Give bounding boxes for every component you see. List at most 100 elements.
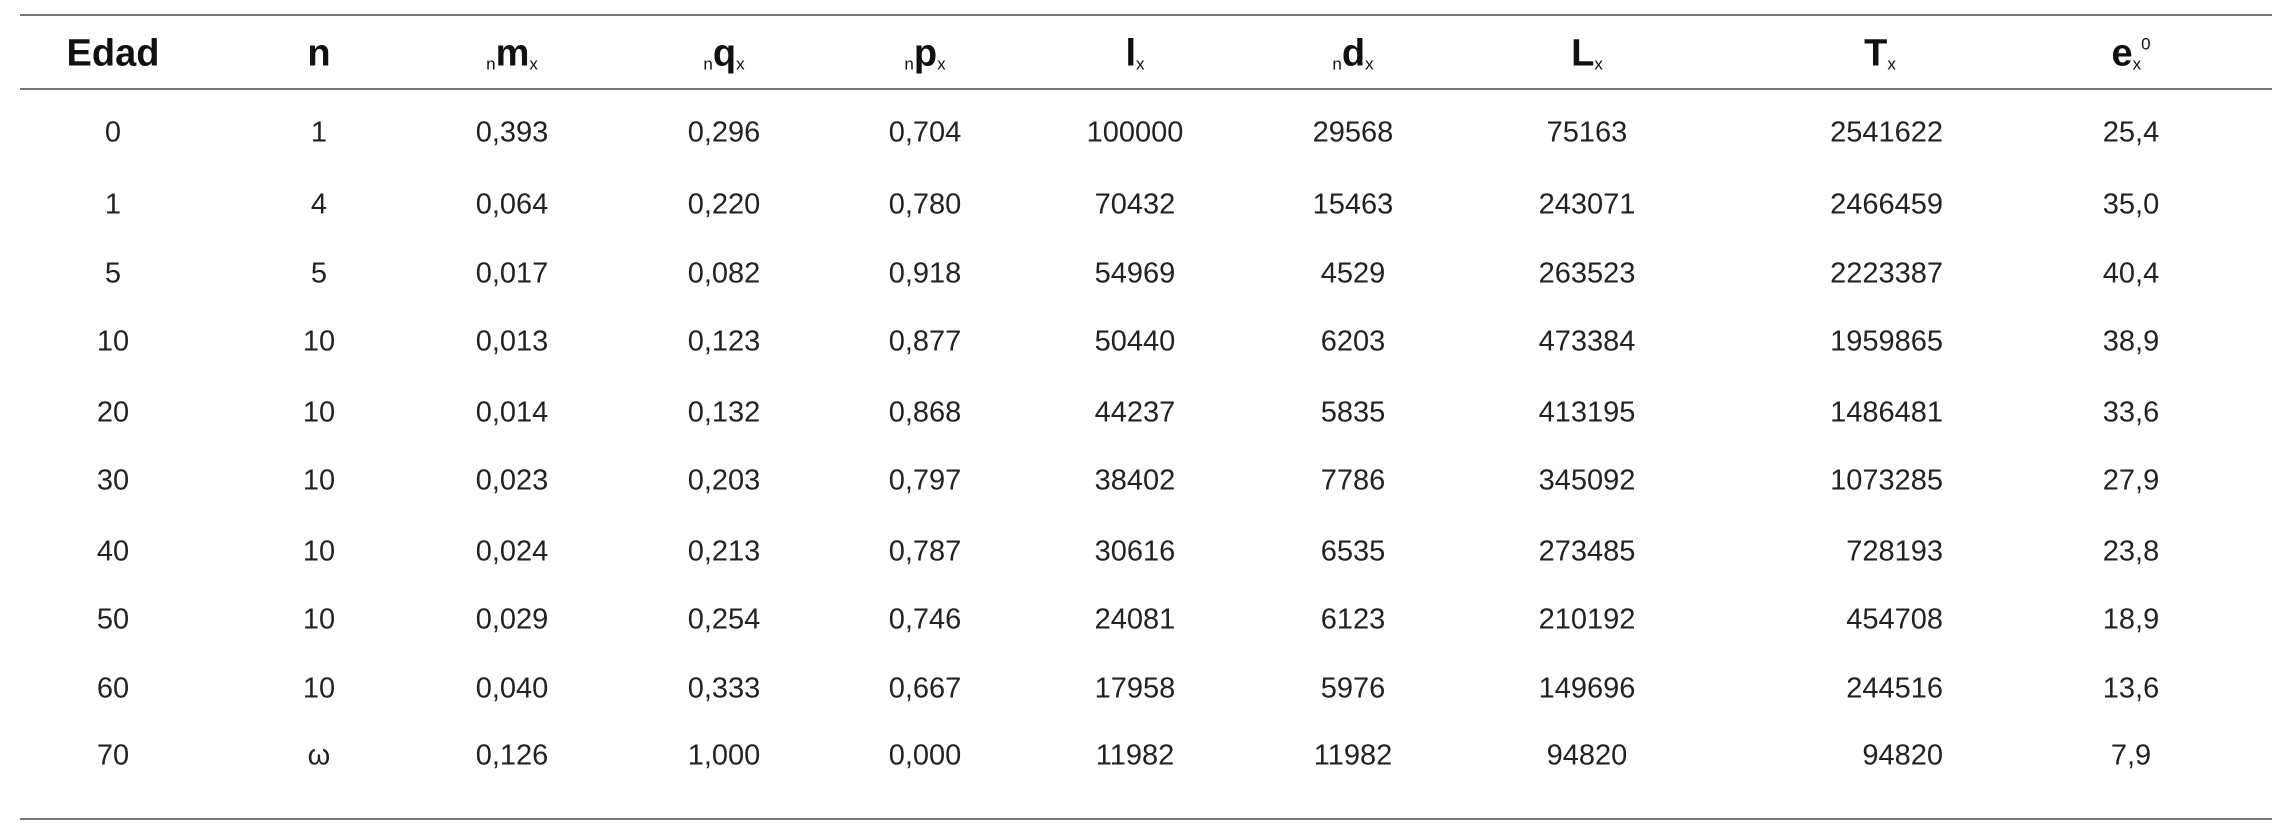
cell-ex0: 38,9 [2102,325,2160,358]
header-main: T [1864,32,1888,75]
header-main: m [495,32,530,75]
cell-lx: 100000 [1086,116,1184,149]
header-main: n [307,32,331,75]
cell-ex0: 27,9 [2102,464,2160,497]
cell-nqx: 0,123 [687,325,761,358]
header-sup: 0 [2141,34,2151,54]
cell-Tx: 2541622 [1830,116,1943,149]
header-main: l [1125,32,1137,75]
cell-nqx: 0,220 [687,188,761,221]
cell-nqx: 0,296 [687,116,761,149]
header-ndx: ndx [1332,33,1373,76]
cell-lx: 11982 [1095,739,1175,772]
cell-npx: 0,797 [888,464,962,497]
header-main: p [913,32,938,75]
header-main: L [1571,32,1595,75]
cell-Tx: 2466459 [1830,188,1943,221]
cell-nqx: 0,254 [687,603,761,636]
header-post: x [2132,54,2142,74]
cell-lx: 38402 [1094,464,1176,497]
cell-edad: 40 [96,535,130,568]
cell-edad: 0 [104,116,122,149]
cell-Lx: 413195 [1538,396,1636,429]
top-rule [20,14,2272,16]
cell-Lx: 94820 [1546,739,1628,772]
cell-ndx: 15463 [1312,188,1394,221]
cell-Tx: 454708 [1846,603,1943,636]
cell-ex0: 18,9 [2102,603,2160,636]
cell-nmx: 0,064 [475,188,549,221]
cell-edad: 1 [104,188,122,221]
cell-Tx: 94820 [1862,739,1943,772]
cell-Lx: 263523 [1538,257,1636,290]
cell-ndx: 6123 [1320,603,1386,636]
cell-edad: 30 [96,464,130,497]
cell-n: 10 [302,603,336,636]
cell-ex0: 7,9 [2110,739,2152,772]
header-post: x [1594,54,1603,74]
cell-nqx: 1,000 [687,739,761,772]
cell-npx: 0,918 [888,257,962,290]
cell-n: 10 [302,672,336,705]
cell-n: 10 [302,396,336,429]
cell-ndx: 5976 [1320,672,1386,705]
cell-ndx: 6535 [1320,535,1386,568]
cell-ex0: 33,6 [2102,396,2160,429]
cell-ndx: 29568 [1312,116,1394,149]
header-post: x [529,54,538,74]
header-main: e [2111,32,2133,75]
cell-edad: 5 [104,257,122,290]
header-lx: lx [1125,33,1144,76]
header-rule [20,88,2272,90]
cell-ex0: 35,0 [2102,188,2160,221]
cell-Tx: 1486481 [1830,396,1943,429]
cell-edad: 20 [96,396,130,429]
cell-nmx: 0,126 [475,739,549,772]
cell-nqx: 0,082 [687,257,761,290]
cell-Tx: 1073285 [1830,464,1943,497]
cell-Lx: 473384 [1538,325,1636,358]
cell-lx: 54969 [1094,257,1176,290]
cell-npx: 0,787 [888,535,962,568]
cell-Tx: 1959865 [1830,325,1943,358]
cell-lx: 70432 [1094,188,1176,221]
cell-nqx: 0,203 [687,464,761,497]
cell-Lx: 243071 [1538,188,1636,221]
header-post: x [1365,54,1374,74]
header-main: d [1341,32,1366,75]
header-nmx: nmx [486,33,538,76]
cell-edad: 50 [96,603,130,636]
cell-nmx: 0,014 [475,396,549,429]
header-n: n [307,33,330,76]
cell-Lx: 345092 [1538,464,1636,497]
header-main: Edad [66,32,160,75]
cell-ex0: 13,6 [2102,672,2160,705]
cell-Lx: 273485 [1538,535,1636,568]
header-pre: n [1332,54,1342,74]
cell-npx: 0,000 [888,739,962,772]
cell-npx: 0,868 [888,396,962,429]
cell-ndx: 6203 [1320,325,1386,358]
header-pre: n [703,54,713,74]
cell-lx: 30616 [1094,535,1176,568]
header-main: q [712,32,737,75]
cell-nqx: 0,213 [687,535,761,568]
cell-nmx: 0,013 [475,325,549,358]
header-Lx: Lx [1571,33,1603,76]
cell-npx: 0,780 [888,188,962,221]
header-pre: n [486,54,496,74]
header-pre: n [904,54,914,74]
header-post: x [1136,54,1145,74]
cell-Tx: 2223387 [1830,257,1943,290]
cell-npx: 0,704 [888,116,962,149]
header-npx: npx [904,33,945,76]
cell-ndx: 5835 [1320,396,1386,429]
cell-n: 5 [310,257,328,290]
cell-n: 4 [310,188,328,221]
cell-n: 1 [310,116,328,149]
header-edad: Edad [67,33,160,76]
cell-nmx: 0,040 [475,672,549,705]
cell-n: 10 [302,325,336,358]
header-Tx: Tx [1864,33,1896,76]
cell-edad: 70 [96,739,130,772]
